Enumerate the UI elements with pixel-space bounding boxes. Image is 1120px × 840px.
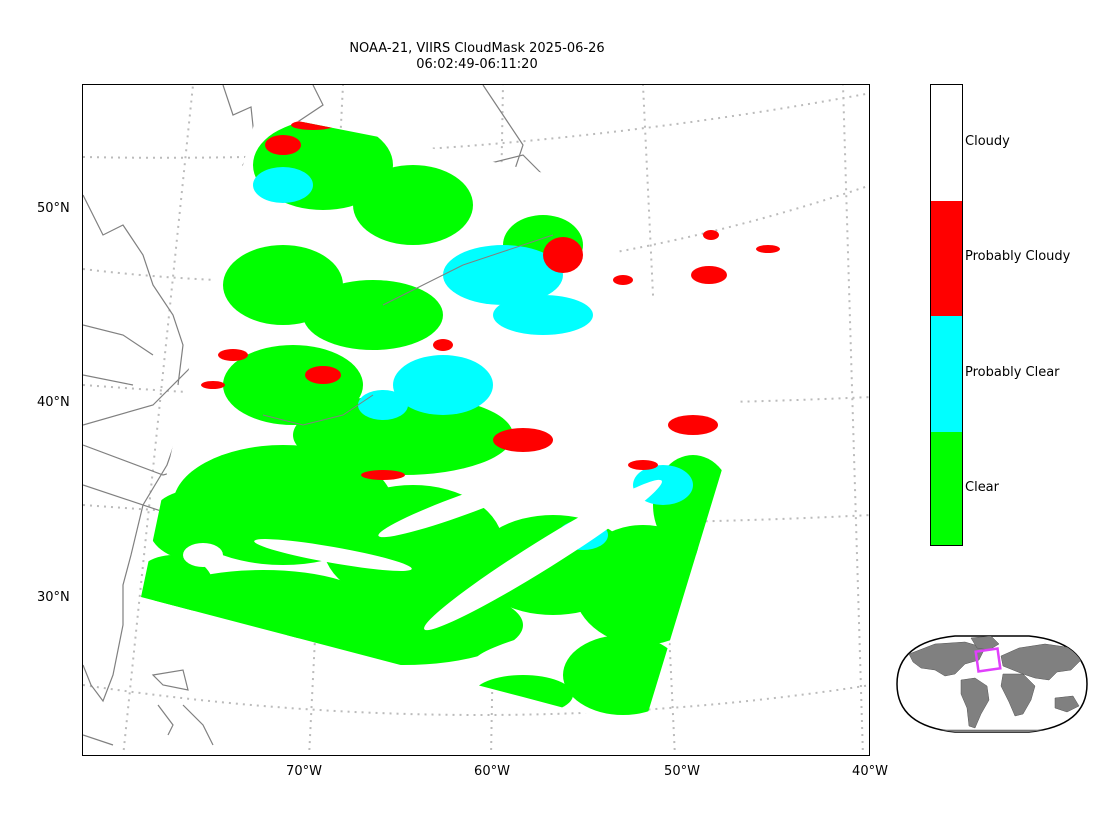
- colorbar: [930, 84, 963, 546]
- lat-label-40n: 40°N: [37, 395, 70, 410]
- colorbar-clear-swatch: [931, 431, 962, 545]
- colorbar-probably-cloudy-swatch: [931, 200, 962, 316]
- lon-label-70w: 70°W: [286, 764, 322, 779]
- map-canvas: [83, 85, 869, 755]
- colorbar-probably-clear-swatch: [931, 316, 962, 432]
- clear-regions: [141, 120, 733, 715]
- probably-cloudy-regions: [201, 120, 718, 480]
- lon-label-40w: 40°W: [852, 764, 888, 779]
- cloud-streaks: [183, 345, 741, 664]
- colorbar-label-cloudy: Cloudy: [965, 134, 1010, 149]
- inset-region-box: [974, 647, 1002, 673]
- colorbar-label-probably-clear: Probably Clear: [965, 365, 1060, 380]
- globe-land: [908, 636, 1082, 732]
- lon-label-60w: 60°W: [474, 764, 510, 779]
- probably-clear-regions: [253, 167, 693, 550]
- lat-label-50n: 50°N: [37, 201, 70, 216]
- map-title: NOAA-21, VIIRS CloudMask 2025-06-26: [349, 41, 605, 56]
- colorbar-label-probably-cloudy: Probably Cloudy: [965, 249, 1071, 264]
- globe-inset-map: [896, 635, 1088, 733]
- map-time-range: 06:02:49-06:11:20: [416, 57, 538, 72]
- lon-label-50w: 50°W: [664, 764, 700, 779]
- colorbar-cloudy-swatch: [931, 85, 962, 201]
- probably-cloudy-patches: [613, 230, 780, 285]
- swath-coastlines: [262, 234, 554, 426]
- colorbar-label-clear: Clear: [965, 480, 999, 495]
- cloud-mask-swath: [141, 113, 741, 729]
- cloud-mask-map: [82, 84, 870, 756]
- lat-label-30n: 30°N: [37, 590, 70, 605]
